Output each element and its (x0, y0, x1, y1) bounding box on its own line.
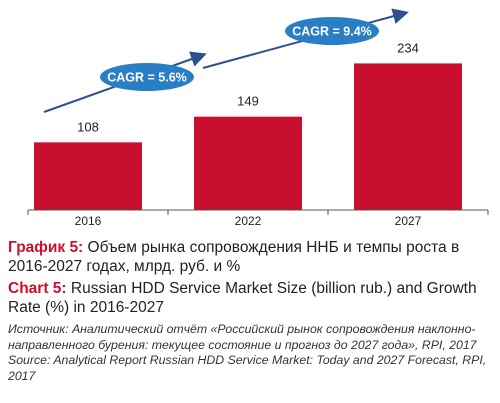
cagr-label-1: CAGR = 5.6% (107, 71, 187, 85)
caption-russian: График 5: Объем рынка сопровождения ННБ … (8, 238, 492, 276)
caption-english-label: Chart 5: (8, 280, 67, 297)
data-label-2016: 108 (77, 119, 99, 134)
bar-2027 (354, 63, 462, 211)
caption-english-text: Russian HDD Service Market Size (billion… (8, 280, 477, 316)
x-tick-label-2022: 2022 (235, 214, 262, 228)
cagr-label-2: CAGR = 9.4% (292, 25, 372, 39)
caption-russian-label: График 5: (8, 239, 84, 256)
bar-2016 (34, 142, 142, 210)
source-note: Источник: Аналитический отчёт «Российски… (8, 322, 492, 384)
x-tick-label-2027: 2027 (395, 214, 422, 228)
data-label-2022: 149 (237, 94, 259, 109)
caption-russian-text: Объем рынка сопровождения ННБ и темпы ро… (8, 239, 460, 275)
source-english: Source: Analytical Report Russian HDD Se… (8, 353, 487, 383)
bar-2022 (194, 116, 302, 210)
cagr-badge-2 (285, 17, 379, 45)
bar-chart: 108 149 234 2016 2022 2027 CAGR = 5.6% CAGR = 9… (27, 8, 489, 228)
caption-english: Chart 5: Russian HDD Service Market Size… (8, 279, 492, 317)
source-russian: Источник: Аналитический отчёт «Российски… (8, 322, 477, 352)
data-label-2027: 234 (397, 40, 419, 55)
cagr-badge-1 (100, 63, 194, 91)
x-tick-label-2016: 2016 (75, 214, 102, 228)
